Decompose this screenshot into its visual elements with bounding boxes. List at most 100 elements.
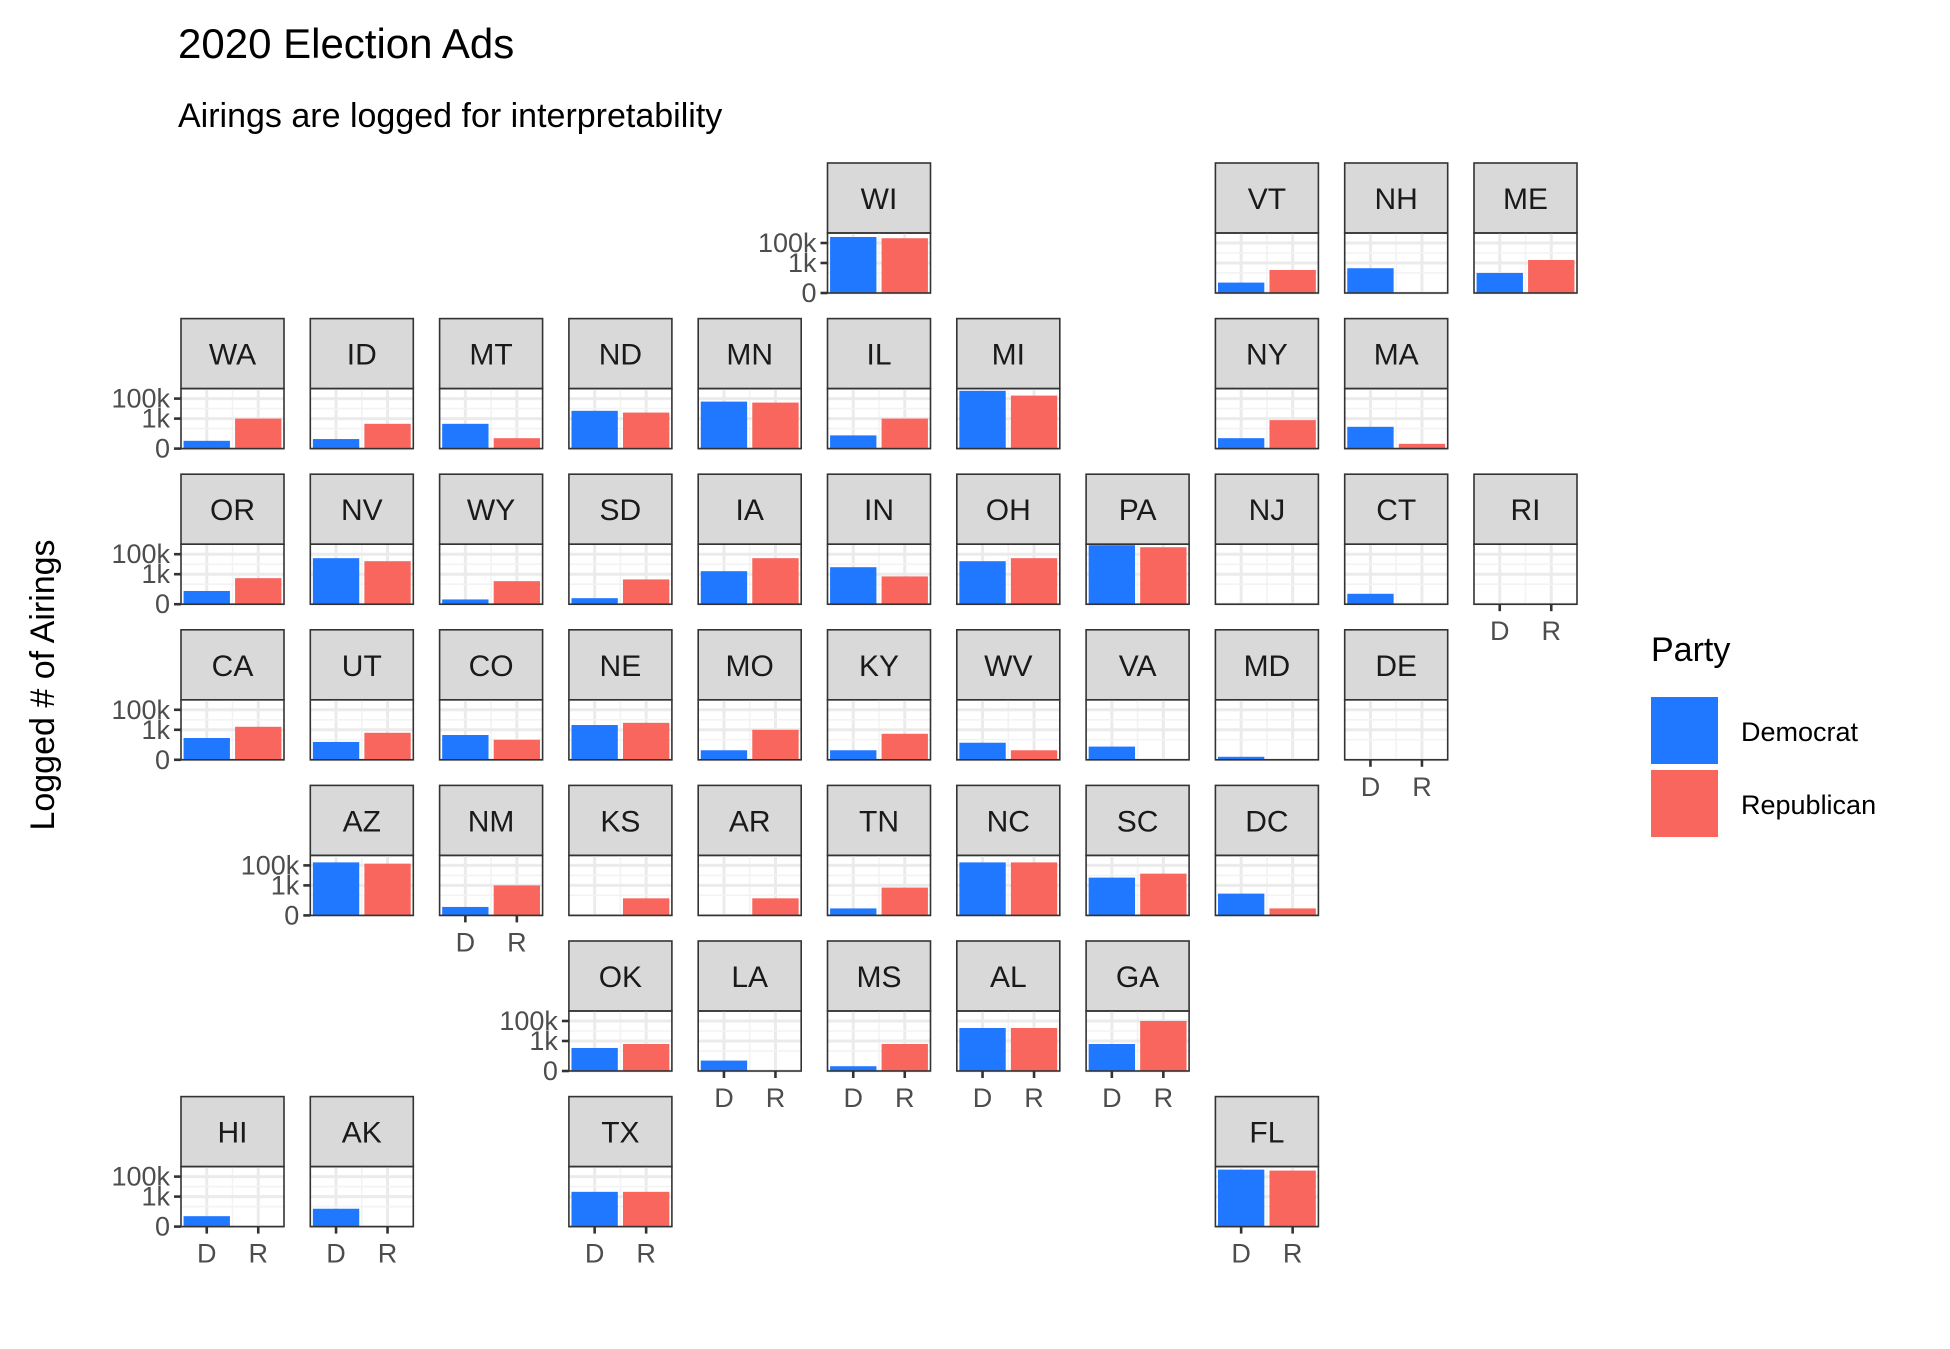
strip-vt [1214, 162, 1320, 234]
bar-ga-d [1088, 1044, 1136, 1071]
panel-mn [697, 387, 803, 450]
strip-ga [1085, 940, 1190, 1012]
strip-label-md: MD [1244, 650, 1291, 683]
facet-ny: NY [1214, 317, 1320, 451]
facet-de: DE D R [1343, 628, 1449, 802]
panel-md [1214, 698, 1320, 761]
facet-il: IL [826, 317, 932, 451]
facet-ks: KS [568, 784, 673, 917]
bar-sc-r [1140, 873, 1187, 916]
bar-dc-r [1269, 908, 1316, 916]
y-tick-label-ok: 0 [543, 1056, 558, 1086]
bar-ia-r [752, 558, 799, 605]
strip-label-hi: HI [218, 1117, 248, 1150]
facet-ky: KY [826, 628, 932, 762]
bar-ks-r [622, 898, 670, 916]
strip-ri [1473, 473, 1578, 546]
panel-ct [1343, 543, 1449, 606]
panel-va [1085, 698, 1190, 761]
bar-sd-r [622, 579, 670, 605]
bar-mn-d [700, 401, 748, 449]
facet-md: MD [1214, 628, 1320, 762]
bar-me-r [1528, 259, 1575, 293]
panel-ms [826, 1010, 932, 1072]
facet-tx: TX D R [568, 1095, 673, 1269]
bar-az-d [312, 862, 360, 916]
bar-fl-r [1269, 1170, 1316, 1227]
strip-wy [438, 473, 544, 546]
bar-id-d [312, 439, 360, 449]
strip-ne [568, 628, 673, 701]
strip-label-nc: NC [987, 805, 1030, 838]
strip-label-al: AL [990, 961, 1027, 994]
x-tick-label-ri-r: R [1542, 616, 1562, 646]
strip-label-wy: WY [467, 494, 515, 527]
y-tick-label-ok: 1k [529, 1026, 558, 1056]
bar-mi-d [959, 390, 1006, 449]
facet-nc: NC [955, 784, 1061, 917]
panel-nj [1214, 543, 1320, 606]
panel-wy [438, 543, 544, 606]
x-tick-label-fl-d: D [1231, 1239, 1251, 1269]
facet-sc: SC [1085, 784, 1190, 917]
bar-wa-r [235, 418, 282, 449]
strip-md [1214, 628, 1320, 701]
bar-ga-r [1140, 1020, 1187, 1071]
panel-il [826, 387, 932, 450]
chart-subtitle: Airings are logged for interpretability [178, 97, 722, 135]
bar-mo-d [700, 750, 748, 760]
panel-in [826, 543, 932, 606]
strip-label-dc: DC [1245, 805, 1288, 838]
panel-de [1343, 698, 1449, 761]
strip-label-ma: MA [1374, 339, 1419, 372]
bar-nv-r [364, 561, 411, 605]
bar-ut-r [364, 732, 411, 760]
bar-ne-d [571, 725, 618, 760]
y-tick-label-ok: 100k [499, 1006, 558, 1036]
panel-tn [826, 854, 932, 917]
y-tick-label-az: 1k [271, 870, 300, 900]
bar-ny-d [1217, 438, 1265, 449]
strip-label-mo: MO [726, 650, 774, 683]
strip-ky [826, 628, 932, 701]
panel-nd [568, 387, 673, 450]
bar-dc-d [1217, 893, 1265, 916]
bar-in-r [881, 576, 928, 605]
facet-la: LA D R [697, 940, 803, 1113]
panel-mt [438, 387, 544, 450]
bar-vt-r [1269, 269, 1316, 293]
strip-label-ks: KS [600, 805, 640, 838]
bar-sc-d [1088, 877, 1136, 916]
strip-wv [955, 628, 1061, 701]
panel-vt [1214, 232, 1320, 294]
y-tick-label-wi: 1k [788, 248, 817, 278]
strip-mt [438, 317, 544, 390]
x-tick-label-hi-r: R [249, 1239, 269, 1269]
strip-label-ny: NY [1246, 339, 1288, 372]
panel-ky [826, 698, 932, 761]
strip-label-in: IN [864, 494, 894, 527]
bar-il-d [830, 435, 877, 449]
x-tick-label-ga-r: R [1154, 1083, 1174, 1113]
strip-label-ar: AR [729, 805, 771, 838]
bar-va-d [1088, 746, 1136, 760]
strip-label-la: LA [731, 961, 768, 994]
strip-label-fl: FL [1249, 1117, 1284, 1150]
x-tick-label-tx-d: D [585, 1239, 605, 1269]
panel-la [697, 1010, 803, 1072]
facet-nh: NH [1343, 162, 1449, 295]
y-tick-label-ca: 1k [141, 715, 170, 745]
bar-mn-r [752, 402, 799, 449]
strip-label-nd: ND [599, 339, 642, 372]
facet-id: ID [309, 317, 415, 451]
panel-ut [309, 698, 415, 761]
bar-ia-d [700, 571, 748, 605]
panel-mi [955, 387, 1061, 450]
x-tick-label-nm-d: D [456, 927, 476, 957]
strip-label-il: IL [866, 339, 891, 372]
